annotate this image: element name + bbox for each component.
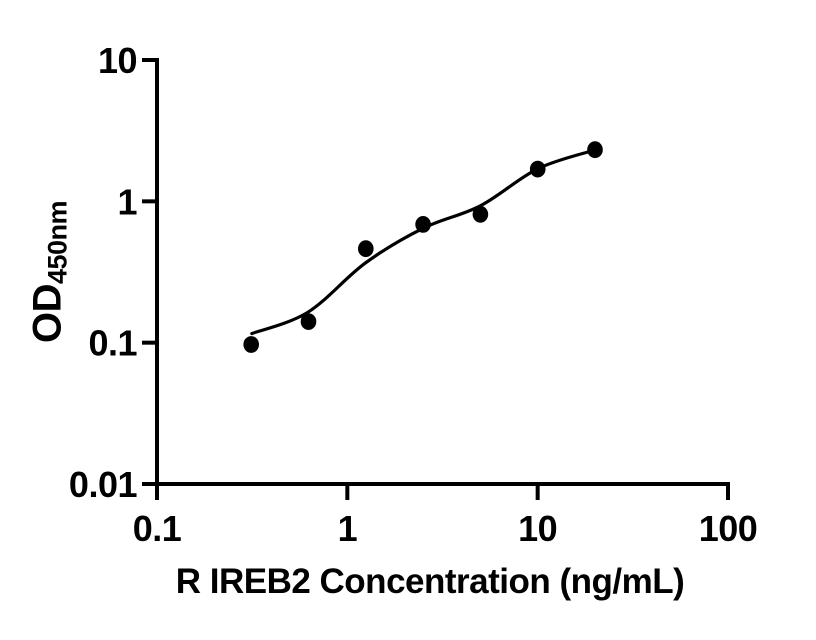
data-point <box>587 141 603 159</box>
y-tick-label: 1 <box>117 181 137 222</box>
y-tick-label: 0.01 <box>69 464 138 505</box>
y-axis-title: OD 450nm <box>25 200 73 344</box>
x-tick-label: 0.1 <box>133 508 182 549</box>
y-axis-title-subscript: 450nm <box>42 200 73 285</box>
x-axis-title: R IREB2 Concentration (ng/mL) <box>175 562 685 601</box>
x-tick-label: 100 <box>699 508 758 549</box>
data-point <box>529 160 546 178</box>
data-point <box>358 240 374 258</box>
fit-curve <box>250 148 597 336</box>
data-point <box>243 336 259 353</box>
data-point <box>415 216 431 233</box>
y-tick-label: 0.1 <box>88 323 137 364</box>
x-tick-label: 10 <box>518 508 557 549</box>
data-point <box>300 313 317 330</box>
x-tick-label: 1 <box>338 508 358 549</box>
data-point <box>472 205 489 223</box>
y-tick-label: 10 <box>98 40 137 81</box>
y-axis-title-main: OD <box>25 284 70 344</box>
